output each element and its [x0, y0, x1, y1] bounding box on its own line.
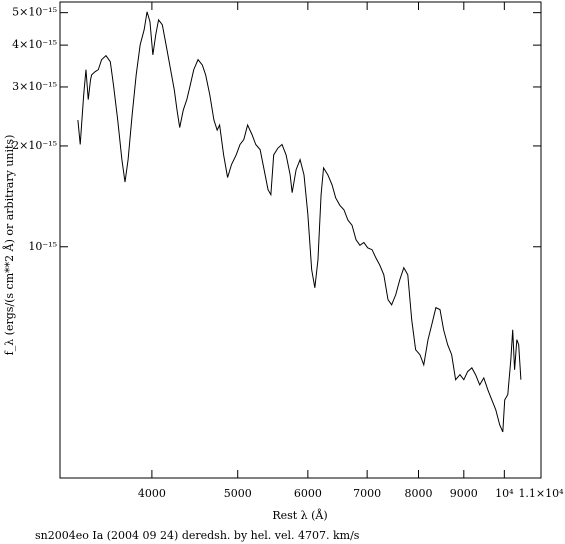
x-tick-label: 7000 [353, 487, 381, 500]
plot-frame [59, 1, 542, 479]
x-tick-label: 5000 [224, 487, 252, 500]
x-tick-label: 8000 [405, 487, 433, 500]
caption: sn2004eo Ia (2004 09 24) deredsh. by hel… [35, 529, 360, 542]
x-tick-label: 4000 [138, 487, 166, 500]
x-tick-label: 10⁴ [495, 487, 514, 500]
x-tick-label: 6000 [294, 487, 322, 500]
y-tick-label: 3×10⁻¹⁵ [12, 80, 57, 93]
y-tick-label: 4×10⁻¹⁵ [12, 38, 57, 51]
x-tick-label: 1.1×10⁴ [518, 487, 564, 500]
spectrum-line [77, 11, 522, 433]
y-tick-label: 5×10⁻¹⁵ [12, 6, 57, 19]
x-axis-label: Rest λ (Å) [272, 508, 327, 522]
x-tick-label: 9000 [450, 487, 478, 500]
y-tick-label: 2×10⁻¹⁵ [12, 139, 57, 152]
y-tick-label: 10⁻¹⁵ [28, 240, 57, 253]
y-axis-label: f_λ (ergs/(s cm**2 Å) or arbitrary units… [2, 135, 16, 356]
